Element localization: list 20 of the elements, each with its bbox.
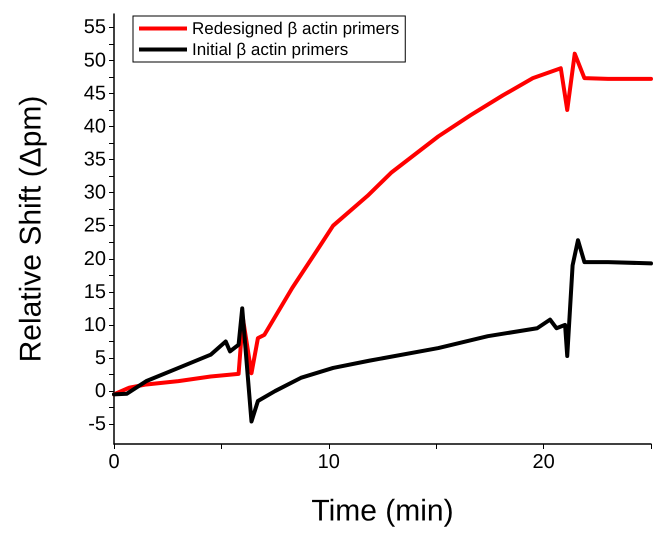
y-tick-label: 55 bbox=[84, 16, 106, 38]
y-tick-label: 15 bbox=[84, 280, 106, 303]
y-axis-title: Relative Shift (Δpm) bbox=[14, 96, 48, 362]
y-tick-label: 45 bbox=[84, 82, 106, 104]
y-tick-label: 30 bbox=[84, 182, 106, 204]
y-tick-label: 25 bbox=[84, 214, 106, 237]
y-tick-label: 50 bbox=[84, 49, 106, 72]
y-tick-label: 40 bbox=[84, 115, 106, 138]
y-tick-label: 20 bbox=[84, 248, 106, 270]
x-axis-title: Time (min) bbox=[311, 494, 454, 528]
legend-label: Initial β actin primers bbox=[192, 40, 348, 59]
y-tick-label: 5 bbox=[94, 347, 106, 369]
y-tick-label: 35 bbox=[84, 148, 106, 171]
y-tick-label: -5 bbox=[88, 413, 106, 436]
x-tick-label: 20 bbox=[532, 451, 555, 473]
y-tick-label: 0 bbox=[94, 380, 106, 402]
x-tick-label: 0 bbox=[108, 451, 120, 473]
x-tick-label: 10 bbox=[318, 451, 340, 473]
legend-label: Redesigned β actin primers bbox=[192, 19, 400, 38]
y-tick-label: 10 bbox=[84, 314, 106, 336]
